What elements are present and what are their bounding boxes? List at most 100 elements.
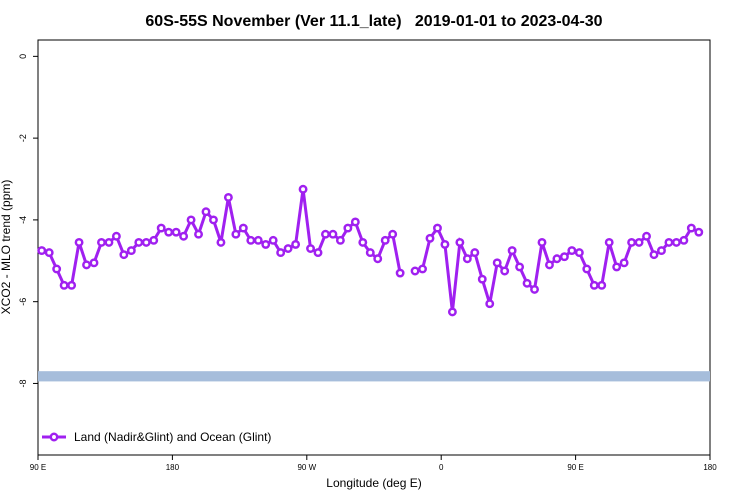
y-axis-label: XCO2 - MLO trend (ppm)	[0, 180, 13, 315]
data-point	[507, 246, 517, 256]
data-point	[223, 192, 233, 202]
data-point	[657, 246, 666, 256]
data-point	[567, 246, 577, 256]
data-point	[179, 231, 189, 241]
data-point	[589, 280, 599, 290]
data-point	[246, 235, 256, 245]
data-point	[694, 227, 704, 237]
data-point	[679, 235, 689, 245]
data-point	[485, 299, 495, 309]
data-point	[343, 223, 353, 233]
data-point	[37, 246, 47, 256]
legend-label: Land (Nadir&Glint) and Ocean (Glint)	[74, 430, 271, 444]
data-point	[291, 239, 301, 249]
data-point	[433, 223, 442, 233]
data-point	[44, 248, 54, 258]
data-point	[455, 237, 465, 247]
data-point	[119, 250, 129, 260]
data-point	[440, 239, 450, 249]
data-point	[335, 235, 345, 245]
data-point	[686, 223, 696, 233]
data-point	[388, 229, 398, 239]
legend-marker	[49, 432, 59, 442]
data-point	[664, 237, 674, 247]
data-point	[186, 215, 196, 225]
data-point	[410, 266, 420, 276]
x-tick-label: 180	[166, 463, 180, 472]
x-tick-label: 90 E	[30, 463, 46, 472]
data-point	[380, 235, 390, 245]
data-point	[447, 307, 457, 317]
data-point	[67, 280, 77, 290]
data-line	[41, 189, 402, 287]
data-point	[276, 248, 286, 258]
data-point	[477, 274, 487, 284]
data-point	[358, 237, 368, 247]
data-point	[671, 237, 681, 247]
data-point	[171, 227, 181, 237]
data-point	[470, 248, 480, 258]
data-point	[373, 254, 383, 264]
data-point	[134, 237, 144, 247]
x-tick-label: 90 E	[567, 463, 583, 472]
data-point	[328, 229, 338, 239]
data-point	[500, 266, 510, 276]
data-point	[530, 284, 539, 294]
chart-title: 60S-55S November (Ver 11.1_late) 2019-01…	[145, 13, 602, 30]
data-point	[365, 248, 375, 258]
data-point	[89, 258, 99, 268]
data-point	[612, 262, 622, 272]
data-point	[52, 264, 62, 274]
data-point	[283, 244, 293, 253]
data-point	[209, 215, 218, 225]
data-point	[126, 246, 136, 256]
data-point	[522, 278, 532, 288]
data-point	[462, 254, 472, 264]
data-point	[97, 237, 106, 247]
data-point	[231, 229, 241, 239]
band	[38, 371, 710, 382]
y-tick-label: -6	[18, 298, 28, 306]
y-tick-label: -2	[18, 134, 28, 142]
data-point	[418, 264, 427, 274]
data-point	[537, 237, 547, 247]
data-point	[425, 233, 435, 243]
x-tick-label: 0	[439, 463, 444, 472]
data-point	[306, 244, 315, 253]
data-point	[604, 237, 614, 247]
data-point	[194, 229, 203, 239]
data-point	[395, 268, 405, 278]
data-point	[649, 250, 659, 260]
data-point	[515, 262, 525, 272]
data-point	[111, 231, 121, 241]
y-tick-label: -8	[18, 379, 28, 387]
x-axis-label: Longitude (deg E)	[326, 476, 421, 490]
data-point	[74, 237, 84, 247]
data-point	[238, 223, 248, 233]
data-point	[261, 239, 271, 249]
data-point	[582, 264, 592, 274]
data-point	[559, 252, 569, 262]
data-point	[156, 223, 166, 233]
x-tick-label: 180	[703, 463, 717, 472]
data-point	[216, 237, 226, 247]
data-point	[545, 260, 554, 270]
data-point	[141, 237, 151, 247]
data-point	[492, 258, 502, 268]
data-point	[321, 229, 330, 239]
data-point	[201, 207, 211, 217]
data-point	[619, 258, 629, 268]
x-tick-label: 90 W	[297, 463, 316, 472]
plot-frame	[37, 39, 711, 456]
data-point	[350, 217, 360, 227]
data-point	[268, 235, 278, 245]
data-point	[82, 260, 91, 270]
data-point	[552, 254, 562, 264]
data-point	[253, 235, 263, 245]
data-point	[574, 248, 584, 258]
data-point	[104, 237, 114, 247]
data-point	[634, 237, 644, 247]
data-point	[627, 237, 637, 247]
y-tick-label: 0	[18, 54, 28, 59]
